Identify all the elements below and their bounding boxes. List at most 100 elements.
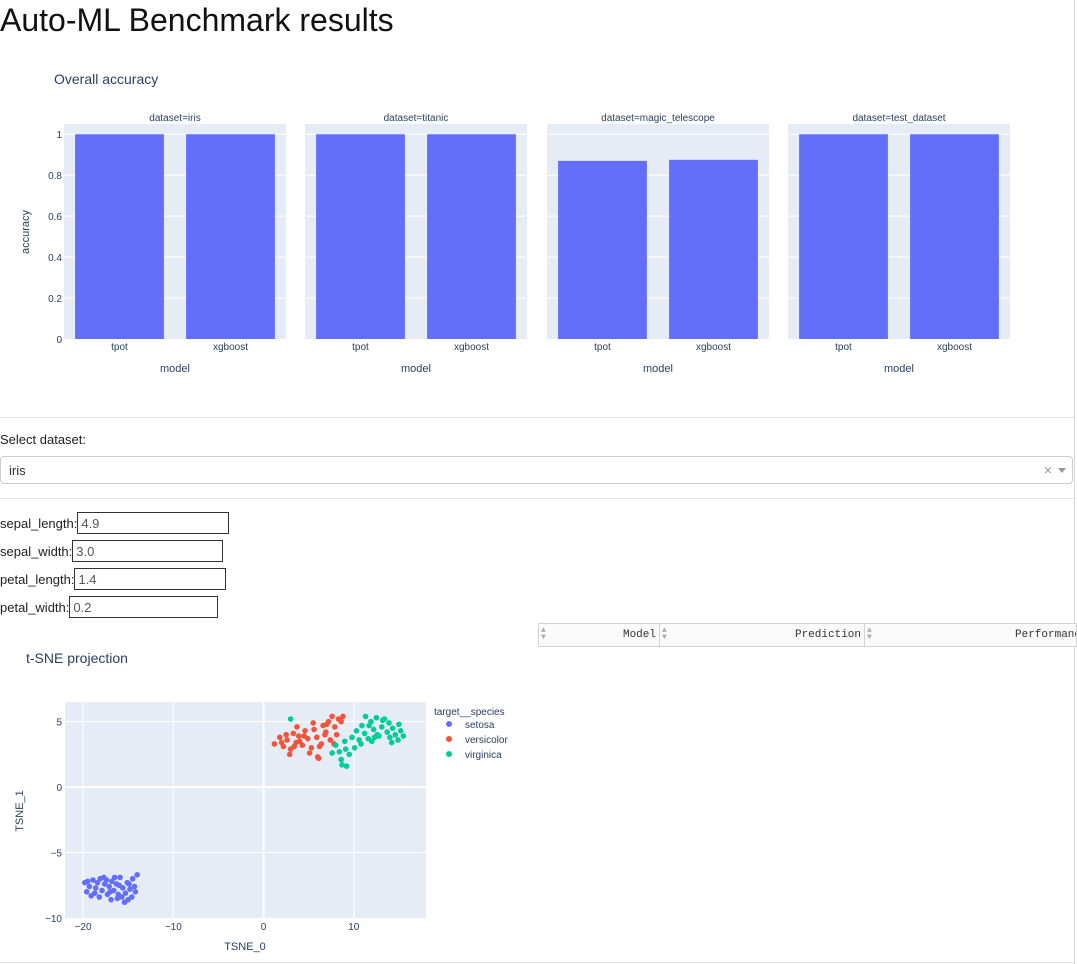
column-header-label: Performance — [1015, 629, 1076, 641]
y-tick-label: 0.6 — [48, 212, 62, 223]
prediction-table-header: ▲▼ Model ▲▼ Prediction ▲▼ Performance — [538, 623, 1077, 647]
legend-title: target__species — [434, 707, 505, 718]
facet-title: dataset=magic_telescope — [601, 113, 715, 124]
scatter-point — [90, 877, 96, 883]
bar — [558, 160, 647, 339]
tsne-chart-title: t-SNE projection — [26, 650, 128, 666]
scatter-point — [322, 731, 328, 738]
field-sepal-length: sepal_length: — [0, 512, 230, 534]
y-tick-label: 0.8 — [48, 171, 62, 182]
legend-item: versicolor — [465, 735, 508, 746]
scatter-point — [271, 741, 278, 747]
scatter-point — [308, 745, 315, 751]
scatter-point — [333, 731, 340, 738]
clear-icon[interactable]: × — [1043, 462, 1052, 478]
column-header-model[interactable]: ▲ ▼ Model — [539, 624, 660, 646]
scatter-point — [96, 894, 103, 900]
scatter-point — [94, 879, 101, 886]
x-axis-label: model — [160, 363, 190, 375]
scatter-point — [313, 734, 320, 741]
scatter-point — [301, 733, 307, 739]
sort-icon[interactable]: ▲ ▼ — [541, 626, 546, 642]
legend-item: setosa — [465, 720, 495, 731]
facet-title: dataset=iris — [149, 113, 200, 124]
petal-length-input[interactable] — [74, 568, 227, 590]
scatter-point — [295, 733, 302, 739]
y-tick-label: 0 — [56, 783, 62, 794]
sepal-length-label: sepal_length: — [0, 515, 78, 531]
tsne-chart: t-SNE projection TSNE_0 TSNE_1 target__s… — [14, 650, 508, 953]
scatter-point — [336, 748, 343, 755]
scatter-point — [290, 730, 297, 737]
scatter-point — [117, 874, 123, 881]
scatter-point — [311, 726, 317, 733]
dataset-dropdown-value: iris — [9, 463, 26, 478]
y-tick-label: −10 — [45, 914, 62, 925]
sort-icon[interactable]: ▲ ▼ — [662, 626, 667, 642]
scatter-point — [338, 756, 344, 763]
scatter-point — [284, 737, 290, 743]
scatter-point — [291, 743, 298, 750]
bar — [75, 134, 164, 339]
petal-width-input[interactable] — [69, 596, 219, 618]
bar — [910, 134, 999, 339]
scatter-point — [286, 751, 293, 758]
scatter-point — [302, 728, 308, 734]
scatter-point — [353, 728, 360, 734]
page-right-border — [1074, 0, 1075, 964]
scatter-point — [111, 874, 118, 881]
column-header-prediction[interactable]: ▲ ▼ Prediction — [660, 624, 865, 646]
scatter-point — [339, 762, 345, 768]
scatter-point — [296, 738, 303, 745]
scatter-point — [395, 737, 401, 743]
scatter-point — [343, 763, 350, 769]
scatter-point — [392, 731, 399, 738]
legend-marker — [446, 721, 452, 727]
sepal-width-label: sepal_width: — [0, 543, 73, 559]
sepal-width-input[interactable] — [72, 540, 224, 562]
scatter-point — [379, 717, 386, 724]
scatter-point — [323, 721, 330, 728]
facet-title: dataset=test_dataset — [852, 113, 945, 124]
scatter-point — [327, 737, 334, 743]
scatter-point — [400, 733, 407, 739]
x-tick-label: −10 — [165, 922, 182, 933]
scatter-point — [371, 734, 378, 741]
bar — [799, 134, 888, 339]
x-tick-label: 0 — [261, 922, 267, 933]
x-tick-label: tpot — [835, 342, 852, 353]
scatter-point — [99, 887, 105, 894]
scatter-point — [346, 751, 353, 758]
scatter-point — [84, 878, 91, 885]
dataset-dropdown[interactable]: iris × — [0, 456, 1073, 484]
x-tick-label: tpot — [594, 342, 611, 353]
legend-marker — [446, 736, 452, 742]
y-tick-label: 5 — [56, 718, 62, 729]
y-tick-label: 0 — [56, 335, 62, 346]
y-tick-label: 0.4 — [48, 253, 62, 264]
scatter-point — [115, 891, 122, 898]
column-header-label: Prediction — [794, 629, 861, 641]
sort-icon[interactable]: ▲ ▼ — [867, 626, 872, 642]
scatter-point — [122, 890, 129, 896]
x-tick-label: xgboost — [454, 342, 489, 353]
tsne-y-axis-label: TSNE_1 — [14, 790, 26, 832]
x-tick-label: xgboost — [213, 342, 248, 353]
scatter-point — [396, 721, 402, 728]
x-tick-label: xgboost — [696, 342, 731, 353]
scatter-point — [340, 713, 346, 720]
bar — [316, 134, 405, 339]
scatter-point — [318, 741, 325, 747]
chevron-down-icon[interactable] — [1058, 468, 1066, 473]
petal-width-label: petal_width: — [0, 599, 70, 615]
scatter-point — [131, 883, 138, 890]
scatter-point — [299, 742, 306, 748]
sepal-length-input[interactable] — [77, 512, 230, 534]
column-header-label: Model — [622, 629, 656, 641]
scatter-point — [341, 738, 348, 745]
x-tick-label: tpot — [352, 342, 369, 353]
scatter-point — [306, 750, 313, 756]
column-header-performance[interactable]: ▲▼ Performance — [865, 624, 1076, 646]
y-tick-label: −5 — [51, 849, 63, 860]
legend-item: virginica — [465, 750, 502, 761]
